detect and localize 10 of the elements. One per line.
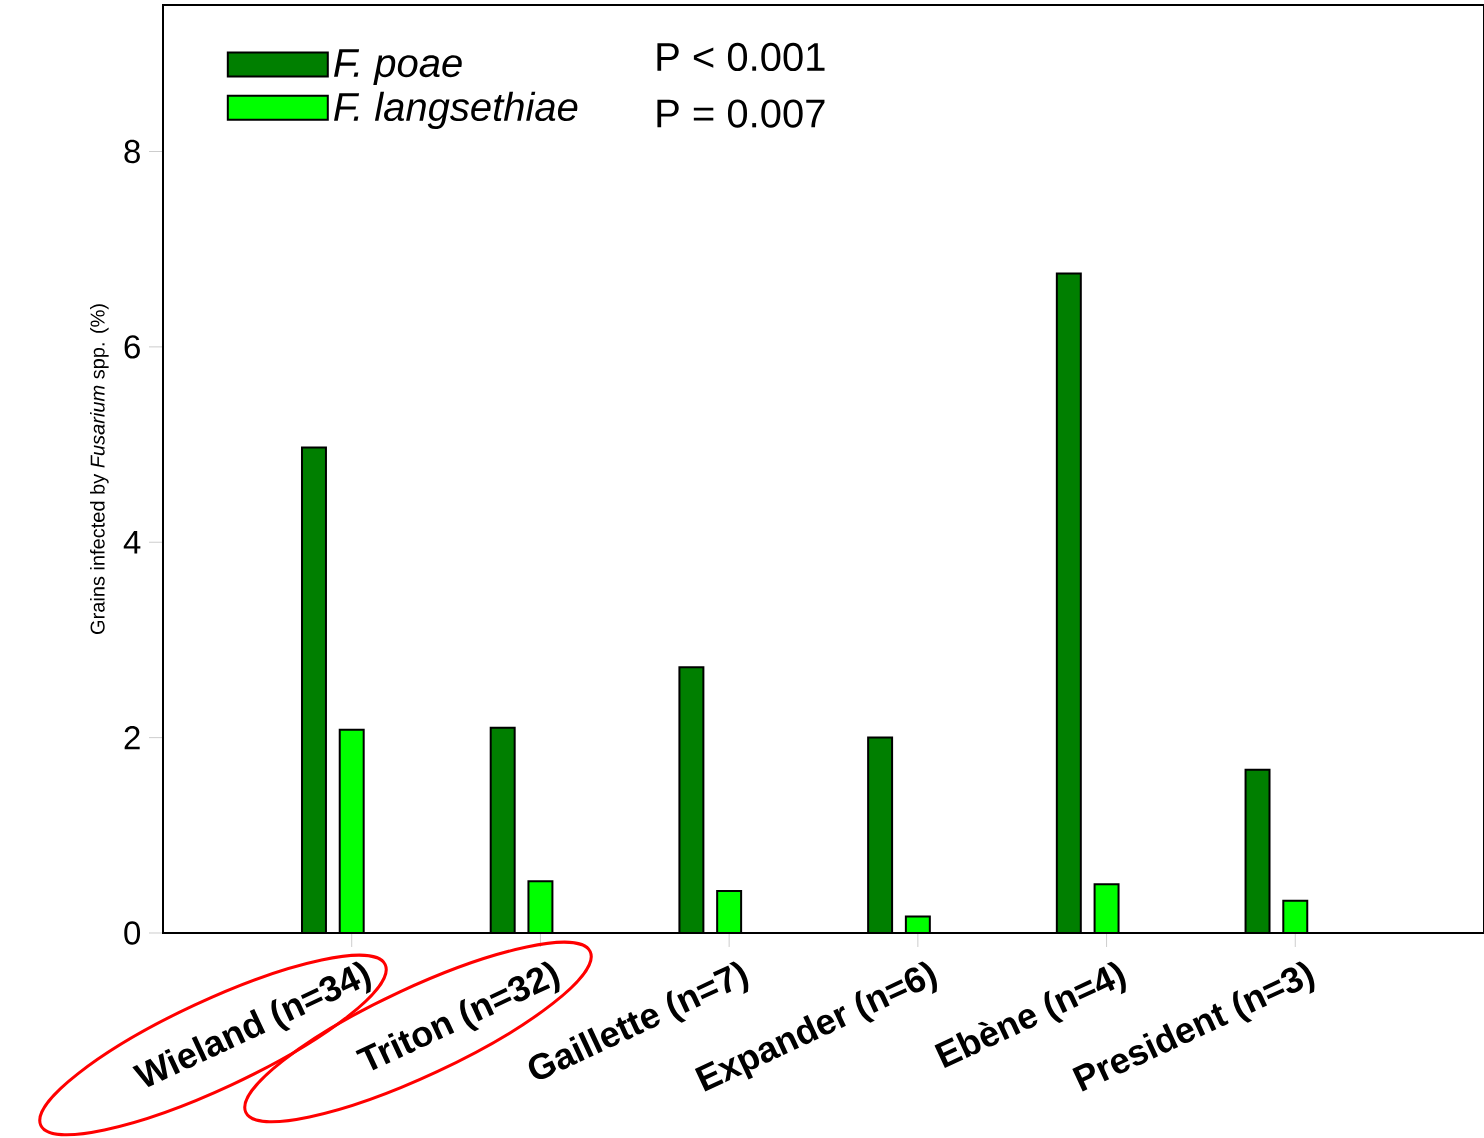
y-tick-label: 2	[124, 726, 140, 750]
annotation: P = 0.007	[657, 99, 825, 128]
legend-label: F. langsethiae	[334, 91, 578, 130]
y-axis-title: Grains infected by Fusarium spp. (%)	[90, 304, 109, 634]
y-tick-label: 0	[124, 921, 141, 945]
legend-label: F. poae	[334, 49, 462, 86]
y-tick-label: 8	[124, 139, 140, 164]
y-tick-label: 4	[123, 530, 141, 554]
annotation: P < 0.001	[657, 42, 825, 72]
y-tick-label: 6	[124, 335, 140, 359]
